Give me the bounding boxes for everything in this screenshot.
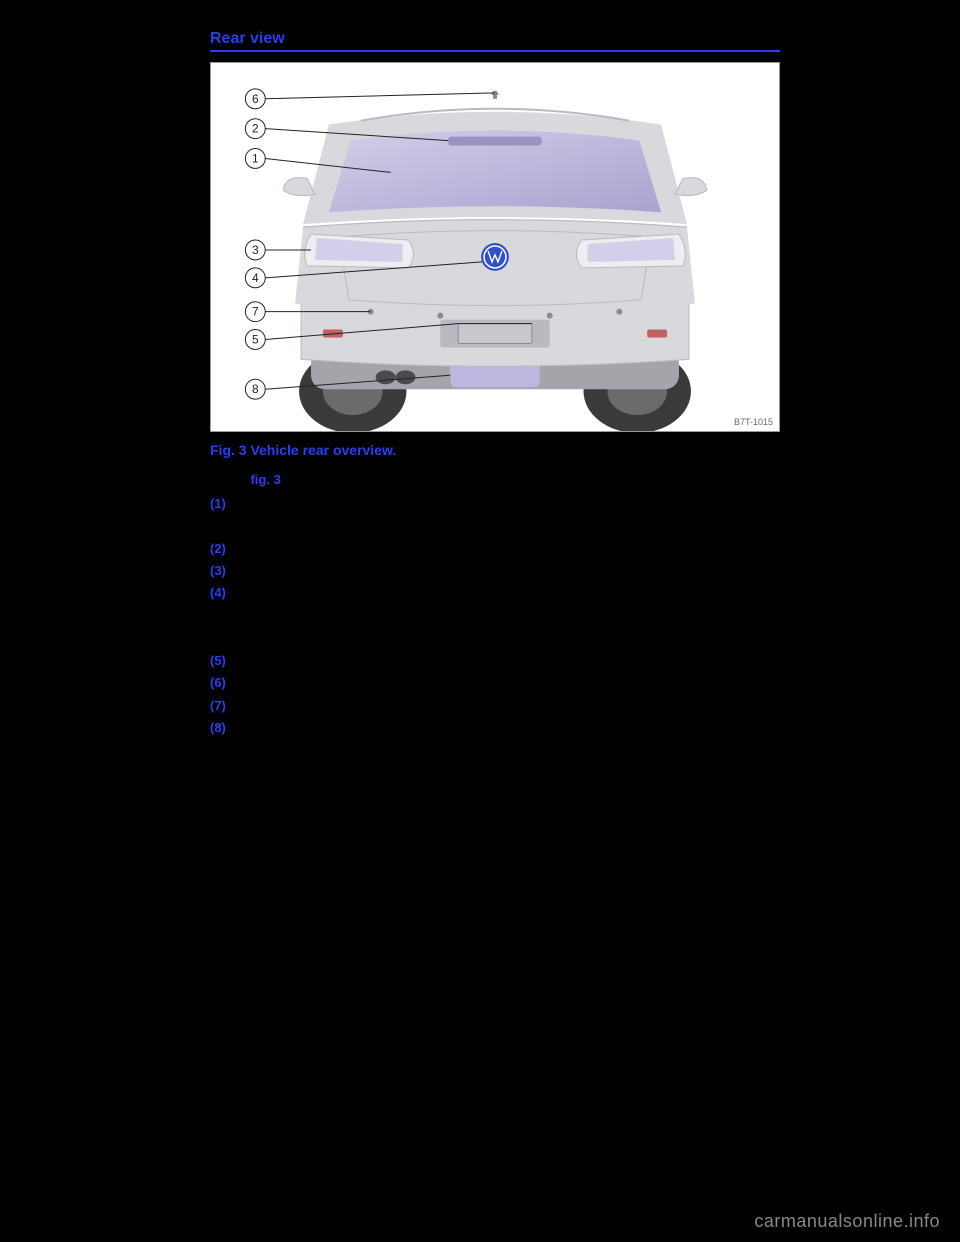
- svg-text:2: 2: [252, 122, 259, 136]
- svg-text:6: 6: [252, 92, 259, 106]
- item-number: (2): [210, 540, 240, 558]
- item-number: (8): [210, 719, 240, 737]
- item-list: (1)Rear window:Rear window defroster(2)H…: [210, 495, 780, 737]
- svg-text:7: 7: [252, 305, 259, 319]
- item-text: Area for:: [240, 584, 780, 602]
- svg-text:1: 1: [252, 151, 259, 165]
- list-item: (2)High-mounted brake light: [210, 540, 780, 558]
- intro-figref: fig. 3: [250, 472, 280, 487]
- figure-vehicle-rear: 6 2 1 3 4 7: [210, 62, 780, 432]
- item-subtext: Luggage compartment release: [240, 607, 780, 626]
- item-subtext: Rear View Camera system (Rear Assist) (i…: [240, 629, 780, 648]
- item-subtext: Rear window defroster: [240, 517, 780, 536]
- item-text: Sensors for Park Distance Control (PDC) …: [240, 697, 780, 715]
- item-number: (6): [210, 674, 240, 692]
- key-intro: Key to fig. 3:: [210, 472, 780, 487]
- list-item: (1)Rear window:: [210, 495, 780, 513]
- svg-text:5: 5: [252, 332, 259, 346]
- item-text: High-mounted brake light: [240, 540, 780, 558]
- figure-code: B7T-1015: [734, 417, 773, 427]
- item-text: License plate lights: [240, 652, 780, 670]
- list-item: (8)Reflectors (on both left and right): [210, 719, 780, 737]
- figure-caption: Fig. 3 Vehicle rear overview.: [210, 442, 780, 458]
- item-text: Reflectors (on both left and right): [240, 719, 780, 737]
- item-text: Taillights (on both left and right): [240, 562, 780, 580]
- item-number: (5): [210, 652, 240, 670]
- list-item: (6)Roof antenna: [210, 674, 780, 692]
- item-number: (3): [210, 562, 240, 580]
- svg-text:4: 4: [252, 271, 259, 285]
- item-text: Rear window:: [240, 495, 780, 513]
- item-text: Roof antenna: [240, 674, 780, 692]
- watermark: carmanualsonline.info: [754, 1211, 940, 1232]
- vehicle-rear-svg: 6 2 1 3 4 7: [211, 63, 779, 431]
- taillight-right: [577, 234, 686, 268]
- intro-prefix: Key to: [210, 472, 250, 487]
- item-number: (4): [210, 584, 240, 602]
- svg-text:3: 3: [252, 243, 259, 257]
- svg-text:8: 8: [252, 382, 259, 396]
- item-number: (1): [210, 495, 240, 513]
- list-item: (7)Sensors for Park Distance Control (PD…: [210, 697, 780, 715]
- list-item: (5)License plate lights: [210, 652, 780, 670]
- list-item: (4)Area for:: [210, 584, 780, 602]
- list-item: (3)Taillights (on both left and right): [210, 562, 780, 580]
- section-title: Rear view: [210, 30, 780, 52]
- taillight-left: [305, 234, 414, 268]
- intro-suffix: :: [281, 472, 285, 487]
- item-number: (7): [210, 697, 240, 715]
